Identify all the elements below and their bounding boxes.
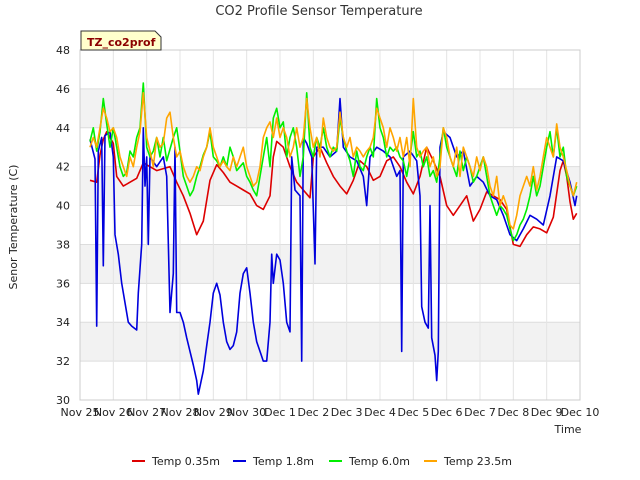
series-line-1 [89,130,578,248]
y-tick-label: 32 [56,355,70,368]
x-tick-label: Nov 27 [127,406,166,419]
x-tick-label: Dec 2 [297,406,329,419]
y-tick-label: 30 [56,394,70,407]
y-tick-label: 42 [56,161,70,174]
y-tick-label: 38 [56,238,70,251]
x-tick-label: Dec 5 [397,406,429,419]
y-tick-label: 36 [56,277,70,290]
plot-frame [79,49,581,401]
y-axis-title: Senor Temperature (C) [7,165,20,290]
x-tick-label: Dec 9 [531,406,563,419]
sensor-tag-box [80,30,162,51]
sensor-tag: TZ_co2prof [80,30,162,51]
y-axis-ticks: 30 32 34 36 38 40 42 44 46 48 [56,44,70,407]
background-band [80,88,580,128]
sensor-tag-label: TZ_co2prof [87,36,156,49]
x-tick-label: Nov 29 [194,406,233,419]
x-tick-label: Dec 7 [464,406,496,419]
x-tick-label: Dec 1 [264,406,296,419]
x-tick-label: Dec 6 [431,406,463,419]
x-tick-label: Nov 30 [227,406,266,419]
plot-background [80,50,580,400]
x-tick-label: Dec 8 [497,406,529,419]
y-tick-label: 48 [56,44,70,57]
y-tick-label: 40 [56,200,70,213]
grid [79,49,581,401]
legend-label: Temp 1.8m [252,455,314,468]
legend-label: Temp 0.35m [151,455,220,468]
chart-title: CO2 Profile Sensor Temperature [215,4,422,19]
legend: Temp 0.35m Temp 1.8m Temp 6.0m Temp 23.5m [132,455,512,468]
y-tick-label: 44 [56,122,70,135]
x-tick-label: Nov 25 [61,406,100,419]
y-tick-label: 34 [56,316,70,329]
legend-label: Temp 6.0m [348,455,410,468]
series-line-4 [89,92,578,230]
x-tick-label: Nov 26 [94,406,133,419]
x-tick-label: Dec 10 [561,406,600,419]
x-tick-label: Dec 3 [331,406,363,419]
x-tick-label: Nov 28 [161,406,200,419]
background-band [80,322,580,362]
y-tick-label: 46 [56,83,70,96]
x-tick-label: Dec 4 [364,406,396,419]
legend-label: Temp 23.5m [443,455,512,468]
background-band [80,244,580,284]
x-axis-title: Time [554,423,582,436]
series-group [89,82,578,395]
